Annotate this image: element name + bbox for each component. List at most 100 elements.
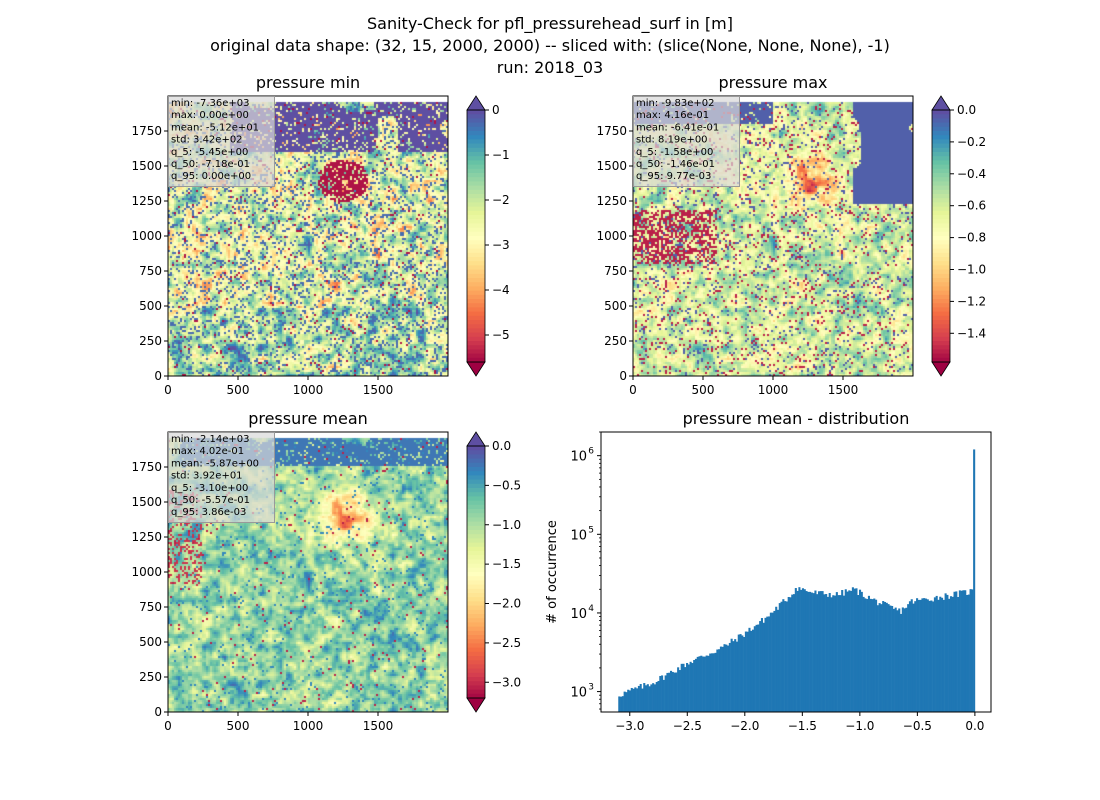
y-tick-label: 10 [570, 528, 587, 543]
colorbar-segment [467, 626, 485, 632]
colorbar-segment [467, 555, 485, 560]
x-tick-label: 0.0 [965, 719, 984, 733]
histogram-bar [828, 593, 831, 712]
colorbar: 0 −1 −2 −3 −4 −5 [466, 95, 510, 377]
histogram-bar [862, 596, 865, 712]
histogram-bar [662, 679, 665, 712]
histogram-bar [682, 663, 685, 712]
histogram-bar [769, 612, 772, 712]
colorbar-segment [467, 261, 485, 266]
y-tick-label: 500 [139, 635, 162, 649]
histogram-bar [632, 688, 635, 712]
colorbar-segment [467, 131, 485, 136]
axes-frame [600, 431, 992, 713]
colorbar-segment [467, 135, 485, 140]
histogram-bar [707, 655, 710, 712]
histogram-bar [894, 607, 897, 712]
colorbar-segment [467, 462, 485, 468]
x-tick-label: 1000 [293, 719, 324, 733]
colorbar-segment [467, 664, 485, 670]
colorbar-frame [931, 109, 951, 363]
histogram-bar [949, 596, 953, 712]
colorbar-segment [467, 231, 485, 237]
stats-line: q_95: 3.86e-03 [171, 507, 246, 518]
colorbar-segment [932, 152, 950, 157]
histogram-bar [755, 624, 758, 712]
histogram-bar [878, 603, 881, 712]
colorbar-segment [932, 215, 950, 220]
histogram-bar [912, 603, 915, 712]
y-tick-exponent: 6 [588, 447, 594, 457]
colorbar-segment [932, 315, 950, 321]
colorbar-segment [467, 450, 485, 455]
histogram-bar [718, 649, 721, 712]
stats-line: min: -7.36e+03 [171, 98, 250, 109]
colorbar-segment [932, 122, 950, 128]
y-tick-label: 1250 [596, 194, 627, 208]
colorbar-segment [932, 336, 950, 342]
histogram-bar [842, 595, 846, 712]
stats-line: min: -9.83e+02 [636, 98, 715, 109]
histogram-bar [965, 594, 969, 712]
histogram-bar [891, 605, 894, 712]
colorbar-segment [467, 156, 485, 161]
colorbar-extend-top [466, 431, 486, 447]
y-tick-label: 1250 [131, 530, 162, 544]
histogram-bar [705, 655, 708, 712]
histogram-bar [851, 587, 854, 712]
colorbar-tick-label: −0.6 [957, 199, 986, 213]
x-tick-label: 500 [227, 383, 250, 397]
colorbar-segment [467, 215, 485, 220]
colorbar-segment [467, 307, 485, 313]
colorbar-segment [467, 345, 485, 350]
colorbar-segment [467, 202, 485, 208]
colorbar-segment [467, 320, 485, 325]
stats-box-background [633, 96, 740, 187]
colorbar-segment [467, 500, 485, 506]
y-tick-label: 500 [139, 299, 162, 313]
x-tick-label: 0 [629, 383, 637, 397]
histogram-bar [636, 688, 639, 712]
histogram-bar [939, 596, 942, 712]
colorbar-segment [467, 168, 485, 174]
colorbar-segment [932, 164, 950, 170]
histogram-bar [789, 597, 792, 712]
colorbar-segment [467, 479, 485, 485]
y-tick-label: 10 [570, 450, 587, 465]
colorbar-segment [467, 240, 485, 245]
histogram-bar [621, 696, 624, 712]
histogram-bar [723, 644, 726, 712]
histogram-bar [721, 646, 724, 712]
colorbar-segment [467, 126, 485, 132]
histogram-bar [955, 591, 958, 712]
histogram-bar [628, 690, 632, 712]
y-tick-label: 500 [604, 299, 627, 313]
histogram-bar [941, 597, 944, 712]
y-tick-label: 10 [570, 686, 587, 701]
histogram-bar [741, 635, 744, 712]
colorbar-segment [467, 605, 485, 611]
colorbar-tick-label: −0.8 [957, 231, 986, 245]
histogram-bar [730, 638, 733, 712]
y-tick-label: 1500 [131, 159, 162, 173]
colorbar-extend-bottom [931, 361, 951, 377]
colorbar-segment [467, 294, 485, 300]
colorbar-segment [467, 269, 485, 275]
histogram-bar [646, 684, 649, 712]
y-tick-label: 10 [570, 607, 587, 622]
histogram-bar [709, 653, 712, 712]
colorbar-segment [467, 542, 485, 548]
x-tick-label: −3.0 [615, 719, 644, 733]
colorbar-segment [467, 446, 485, 451]
colorbar-segment [467, 210, 485, 216]
histogram-bar [910, 599, 913, 712]
colorbar-segment [932, 110, 950, 115]
colorbar-segment [467, 282, 485, 287]
colorbar-segment [467, 614, 485, 619]
colorbar-segment [467, 588, 485, 594]
colorbar-segment [467, 160, 485, 166]
histogram-bar [917, 599, 920, 712]
colorbar-segment [467, 513, 485, 518]
colorbar-segment [467, 525, 485, 531]
